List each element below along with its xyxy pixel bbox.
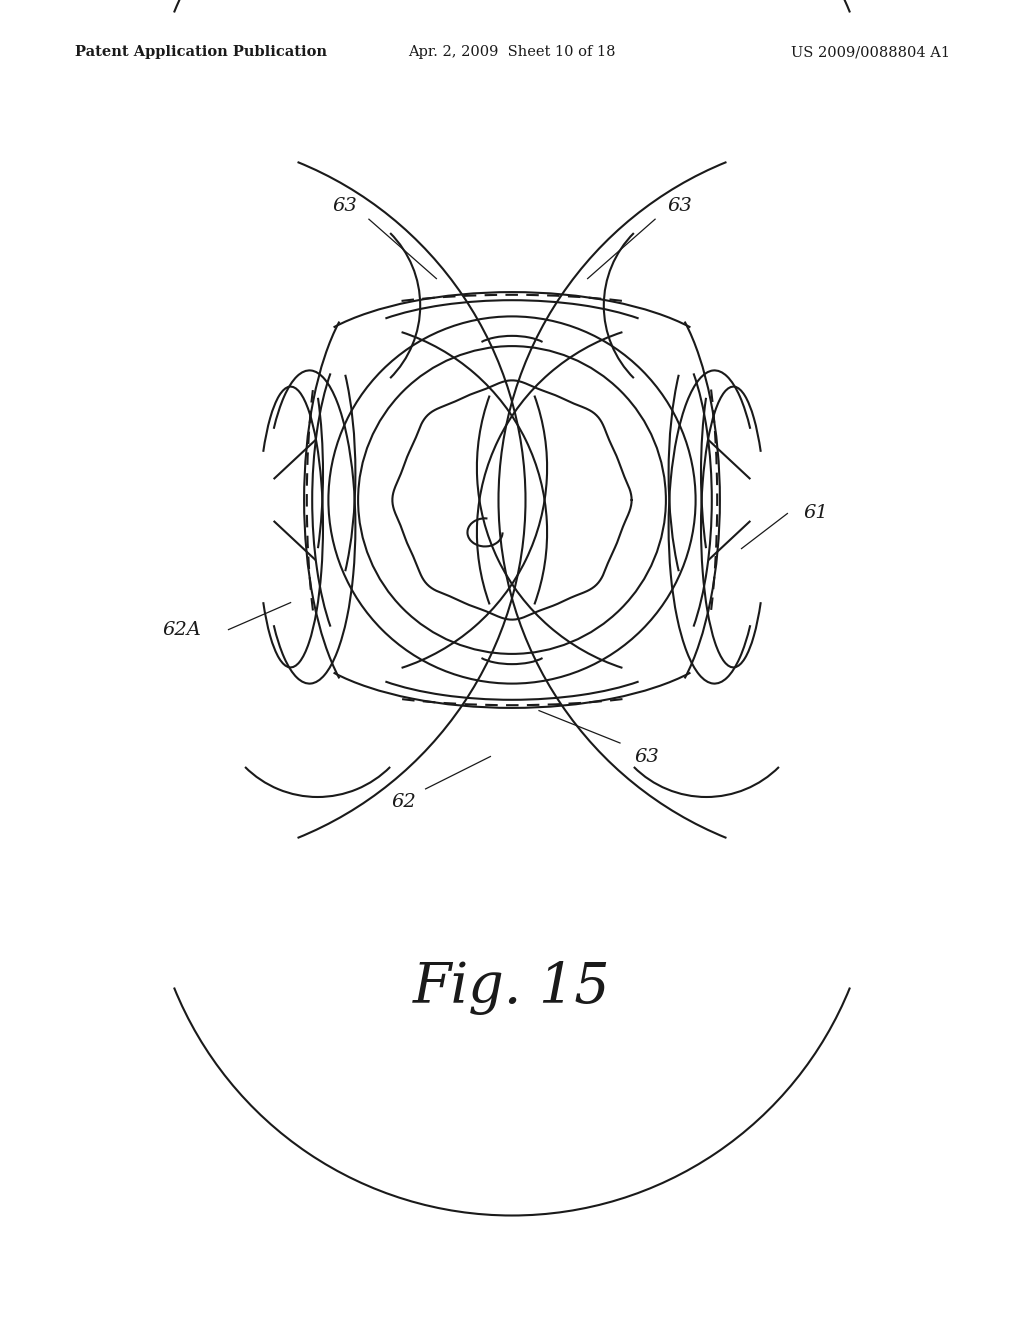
- Text: 63: 63: [635, 747, 659, 766]
- Text: 62: 62: [391, 793, 417, 812]
- Text: 63: 63: [667, 197, 692, 215]
- Text: 61: 61: [804, 504, 828, 523]
- Text: Fig. 15: Fig. 15: [414, 960, 610, 1015]
- Text: US 2009/0088804 A1: US 2009/0088804 A1: [791, 45, 950, 59]
- Text: 62A: 62A: [163, 620, 202, 639]
- Text: Apr. 2, 2009  Sheet 10 of 18: Apr. 2, 2009 Sheet 10 of 18: [409, 45, 615, 59]
- Text: 63: 63: [332, 197, 357, 215]
- Text: Patent Application Publication: Patent Application Publication: [75, 45, 327, 59]
